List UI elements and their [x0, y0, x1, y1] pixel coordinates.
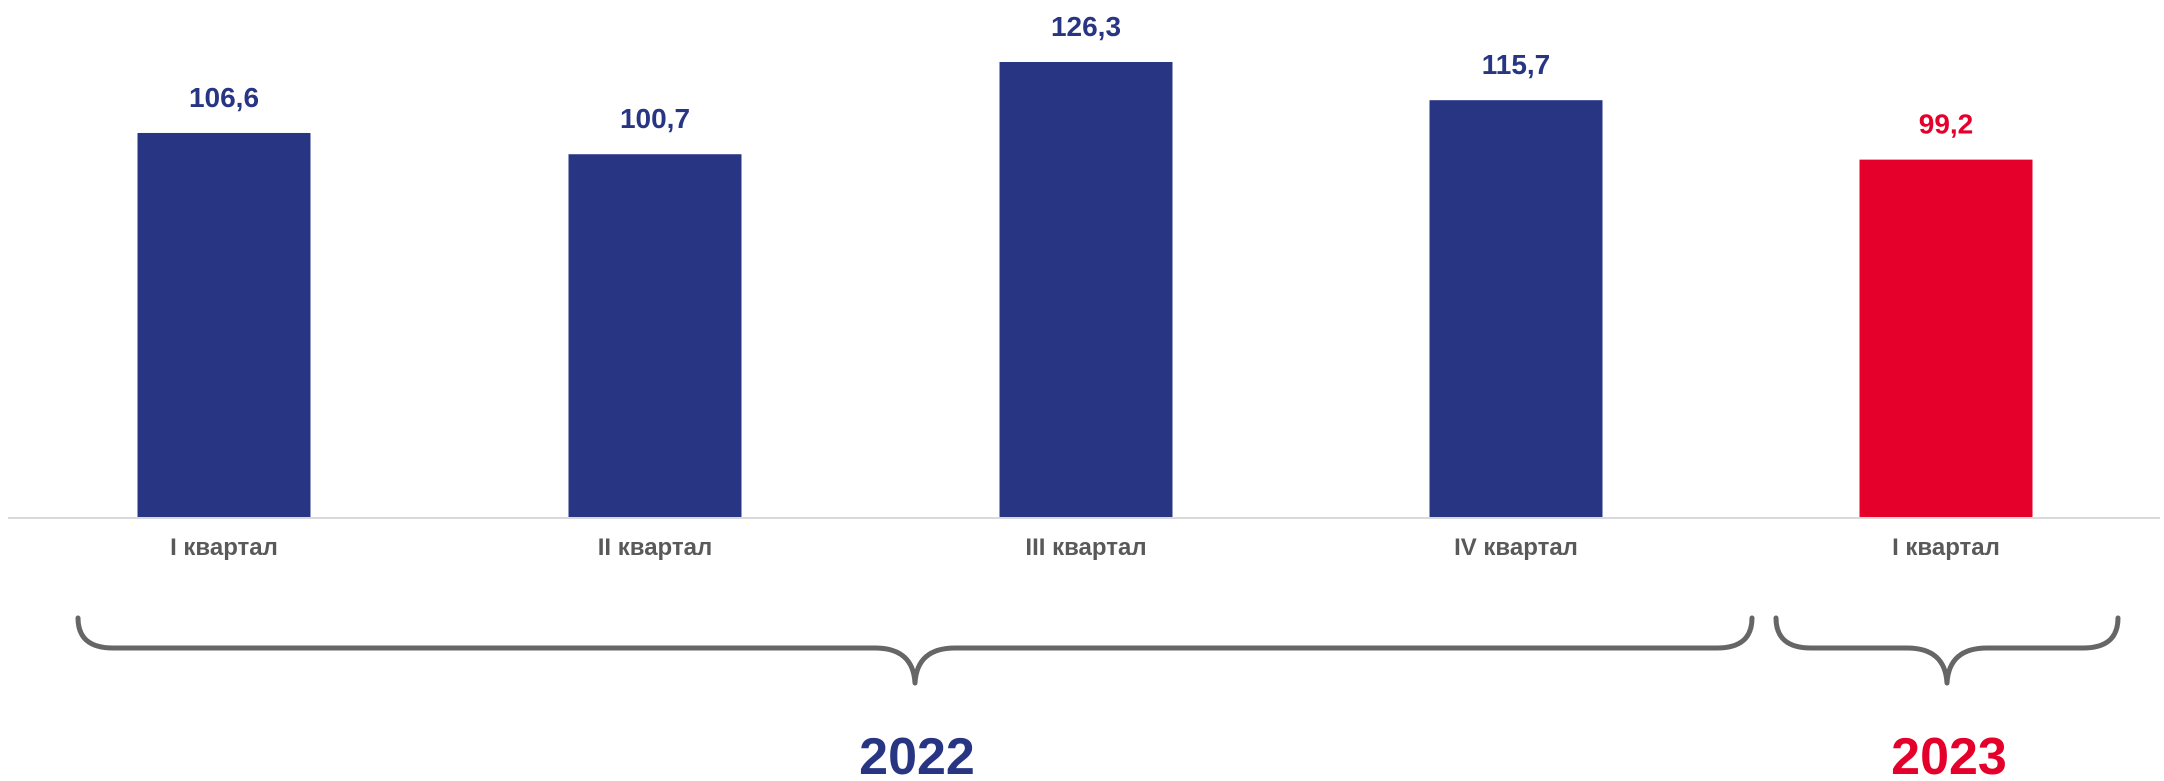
data-label-4: 115,7	[1482, 49, 1551, 80]
data-label-3: 126,3	[1051, 11, 1121, 42]
year-labels-group: 2022 2023	[859, 728, 2007, 781]
x-tick-label-3: III квартал	[1025, 534, 1146, 561]
x-tick-label-2: II квартал	[598, 534, 713, 561]
year-label-2023: 2023	[1891, 728, 2007, 781]
data-label-2: 100,7	[620, 103, 690, 134]
bar-3	[999, 62, 1173, 517]
brace-2022	[75, 615, 1755, 686]
bar-5	[1859, 159, 2033, 517]
value-labels-group: 106,6 100,7 126,3 115,7 99,2	[189, 11, 1973, 140]
tick-labels-group: I квартал II квартал III квартал IV квартал…	[170, 534, 2000, 561]
bar-1	[137, 132, 311, 517]
bars-group	[137, 62, 2033, 518]
braces-group	[75, 615, 2121, 686]
data-label-1: 106,6	[189, 82, 259, 113]
x-tick-label-4: IV квартал	[1454, 534, 1578, 561]
brace-2023	[1773, 615, 2121, 686]
data-label-5: 99,2	[1919, 109, 1974, 140]
bar-2	[568, 154, 742, 518]
bar-4	[1429, 100, 1603, 517]
year-label-2022: 2022	[859, 728, 975, 781]
x-tick-label-5: I квартал	[1892, 534, 2000, 561]
x-tick-label-1: I квартал	[170, 534, 278, 561]
